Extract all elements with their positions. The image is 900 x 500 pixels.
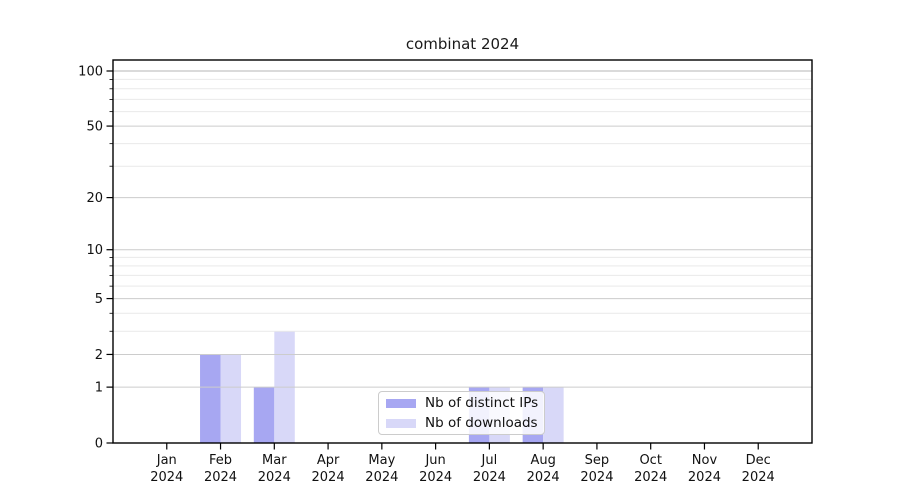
y-tick-label-2: 2 [95, 348, 103, 363]
bar-mar-nb-of-distinct-ips [253, 387, 275, 443]
y-tick-label-50: 50 [86, 120, 103, 135]
y-tick-label-0: 0 [95, 437, 103, 452]
chart-title: combinat 2024 [405, 35, 520, 53]
legend-item-distinct-ips: Nb of distinct IPs [379, 395, 544, 412]
x-tick-label-mar: Mar 2024 [258, 453, 291, 485]
bar-feb-nb-of-distinct-ips [200, 354, 221, 443]
y-tick-label-20: 20 [86, 191, 103, 206]
x-tick-label-feb: Feb 2024 [204, 453, 237, 485]
x-tick-label-apr: Apr 2024 [312, 453, 345, 485]
y-tick-label-1: 1 [95, 381, 103, 396]
y-tick-label-100: 100 [78, 65, 103, 80]
bar-aug-nb-of-downloads [543, 387, 564, 443]
y-tick-label-5: 5 [95, 292, 103, 307]
x-tick-label-aug: Aug 2024 [527, 453, 560, 485]
x-tick-label-jul: Jul 2024 [473, 453, 506, 485]
legend-swatch-distinct-ips [386, 398, 416, 408]
x-tick-label-jan: Jan 2024 [150, 453, 183, 485]
x-tick-label-sep: Sep 2024 [580, 453, 613, 485]
x-tick-label-dec: Dec 2024 [742, 453, 775, 485]
x-tick-label-jun: Jun 2024 [419, 453, 452, 485]
x-tick-label-oct: Oct 2024 [634, 453, 667, 485]
legend-swatch-downloads [386, 418, 416, 428]
legend-item-downloads: Nb of downloads [379, 415, 544, 432]
bar-feb-nb-of-downloads [220, 354, 242, 443]
plot-frame [112, 59, 813, 444]
legend: Nb of distinct IPs Nb of downloads [378, 391, 545, 435]
y-tick-label-10: 10 [86, 243, 103, 258]
x-tick-label-nov: Nov 2024 [688, 453, 721, 485]
x-tick-label-may: May 2024 [365, 453, 398, 485]
legend-label-downloads: Nb of downloads [425, 415, 538, 431]
legend-label-distinct-ips: Nb of distinct IPs [425, 395, 539, 411]
